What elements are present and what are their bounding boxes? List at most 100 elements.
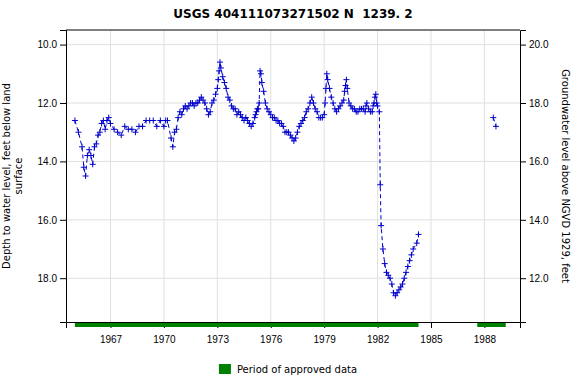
x-axis-line xyxy=(67,323,521,329)
series-marker xyxy=(122,123,128,129)
legend-label: Period of approved data xyxy=(237,364,357,375)
series-marker xyxy=(150,118,156,124)
series-marker xyxy=(493,123,499,129)
x-axis-tick-label: 1979 xyxy=(314,334,337,345)
y-axis-label: Depth to water level, feet below landsur… xyxy=(1,83,24,269)
series-marker xyxy=(330,100,336,106)
series-marker xyxy=(309,94,315,100)
series-marker xyxy=(118,132,124,138)
y2-axis-tick-mark xyxy=(520,45,526,46)
series-marker xyxy=(344,85,350,91)
grid-line-y xyxy=(66,161,520,162)
series-marker xyxy=(215,77,221,83)
series-marker xyxy=(72,118,78,124)
y2-axis-tick: 12.0 xyxy=(520,273,549,284)
series-marker xyxy=(375,103,381,109)
series-marker xyxy=(324,71,330,77)
series-marker xyxy=(380,246,386,252)
grid-line-y xyxy=(66,103,520,104)
x-axis-tick-label: 1982 xyxy=(367,334,390,345)
series-marker xyxy=(321,112,327,118)
y2-axis-tick-label: 20.0 xyxy=(529,39,549,50)
series-marker xyxy=(173,126,179,132)
y2-axis-tick: 14.0 xyxy=(520,215,549,226)
y-axis-tick-label: 16.0 xyxy=(38,215,58,226)
series-marker xyxy=(90,161,96,167)
series-marker xyxy=(218,65,224,71)
series-marker xyxy=(168,135,174,141)
series-marker xyxy=(256,100,262,106)
series-marker xyxy=(255,106,261,112)
y2-axis-tick: 16.0 xyxy=(520,156,549,167)
chart-container: 1967197019731976197919821985198810.012.0… xyxy=(0,0,576,384)
series-marker xyxy=(227,97,233,103)
x-axis-tick: 1985 xyxy=(420,322,443,345)
y2-axis-tick-mark xyxy=(520,278,526,279)
series-marker xyxy=(254,106,260,112)
series-marker xyxy=(81,164,87,170)
plot-root: 1967197019731976197919821985198810.012.0… xyxy=(1,7,571,345)
series-marker xyxy=(179,112,185,118)
y2-axis-tick-label: 16.0 xyxy=(529,156,549,167)
series-marker xyxy=(140,123,146,129)
y-axis-tick: 12.0 xyxy=(38,98,66,109)
series-marker xyxy=(343,77,349,83)
grid-line-y xyxy=(66,278,520,279)
series-marker xyxy=(161,123,167,129)
series-marker xyxy=(111,126,117,132)
series-marker xyxy=(362,109,368,115)
y-axis-tick-mark xyxy=(60,278,66,279)
series-line xyxy=(75,62,419,296)
series-marker xyxy=(115,129,121,135)
series-marker xyxy=(75,129,81,135)
series-marker xyxy=(79,144,85,150)
series-marker xyxy=(207,109,213,115)
series-marker xyxy=(132,129,138,135)
series-marker xyxy=(374,100,380,106)
series-marker xyxy=(221,80,227,86)
y2-axis-tick-mark xyxy=(520,103,526,104)
legend: Period of approved data xyxy=(219,364,357,375)
title: USGS 404111073271502 N 1239. 2 xyxy=(173,7,412,21)
legend-swatch xyxy=(219,364,231,374)
y-axis: 10.012.014.016.018.0 xyxy=(38,31,67,323)
grid-line-y xyxy=(66,219,520,220)
y2-axis-tick-label: 12.0 xyxy=(529,273,549,284)
series-marker xyxy=(97,129,103,135)
series-marker xyxy=(407,258,413,264)
y2-axis: 20.0 18.0 16.0 14.0 12.0 xyxy=(520,31,549,323)
series-marker xyxy=(108,120,114,126)
series-marker xyxy=(414,240,420,246)
x-axis-tick-label: 1988 xyxy=(474,334,497,345)
series-marker xyxy=(211,97,217,103)
series-marker xyxy=(202,100,208,106)
y-axis-tick-mark xyxy=(60,220,66,221)
series-marker xyxy=(369,109,375,115)
y2-axis-tick-mark xyxy=(520,220,526,221)
approved-period xyxy=(477,323,505,327)
series-marker xyxy=(175,115,181,121)
series-marker xyxy=(328,94,334,100)
series-marker xyxy=(93,141,99,147)
y2-axis-tick: 20.0 xyxy=(520,39,549,50)
series-marker xyxy=(164,118,170,124)
y2-axis-tick-label: 14.0 xyxy=(529,215,549,226)
series-marker xyxy=(223,85,229,91)
series-marker xyxy=(305,106,311,112)
series-marker xyxy=(364,100,370,106)
series-marker xyxy=(372,94,378,100)
series-marker xyxy=(382,261,388,267)
series-marker xyxy=(293,135,299,141)
series-marker xyxy=(403,269,409,275)
y-axis-tick-mark xyxy=(60,103,66,104)
series-marker xyxy=(387,275,393,281)
series-marker xyxy=(220,74,226,80)
series-marker xyxy=(217,59,223,65)
series-marker xyxy=(294,129,300,135)
series-marker xyxy=(399,281,405,287)
y2-axis-tick: 18.0 xyxy=(520,98,549,109)
series-marker xyxy=(310,100,316,106)
y-axis-tick: 10.0 xyxy=(38,39,66,50)
frame-top xyxy=(66,30,520,31)
y-axis-tick-label: 10.0 xyxy=(38,39,58,50)
